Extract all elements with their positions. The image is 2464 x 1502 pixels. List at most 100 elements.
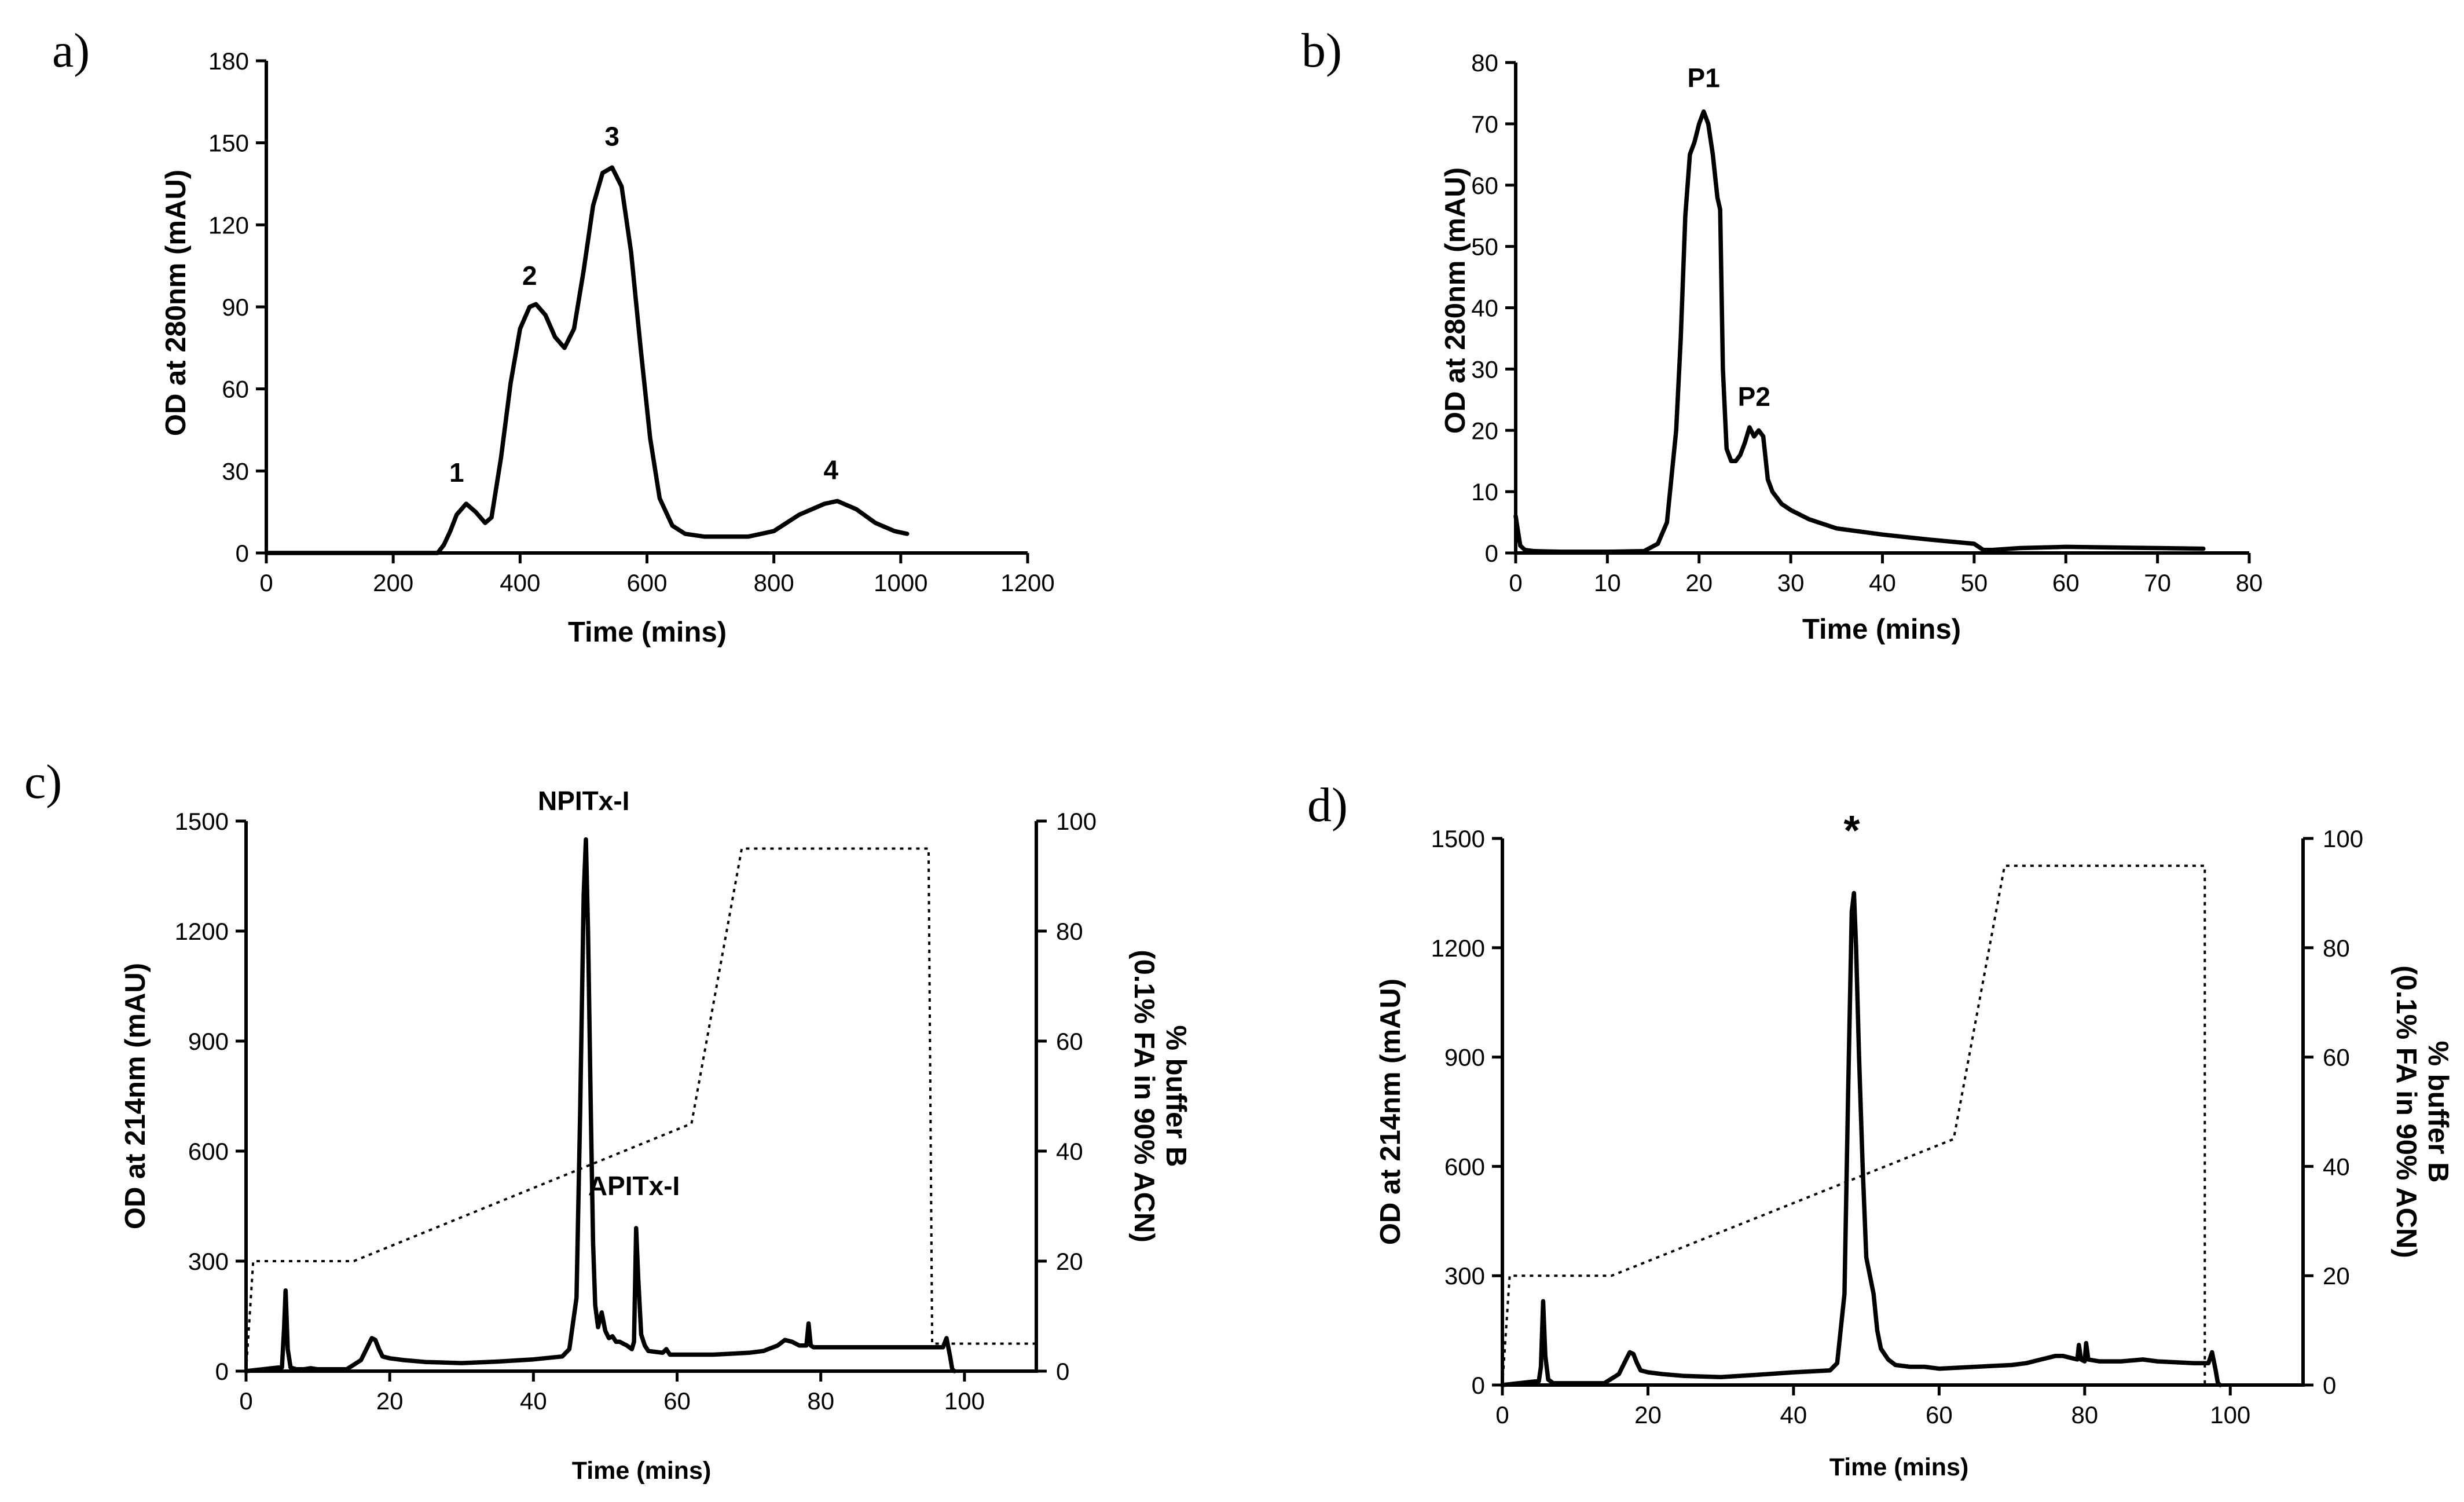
panel-a-y-tick-label: 150 (208, 130, 249, 157)
panel-d-xlabel: Time (mins) (1829, 1453, 1969, 1481)
panel-d-x-tick-label: 40 (1780, 1401, 1807, 1428)
panel-d-y2label-line2: (0.1% FA in 90% ACN) (2390, 965, 2422, 1258)
panel-c-axes: 0 20 40 60 80 100 0 300 600 900 1200 1500 0 20 40 60 80 1… (175, 808, 1097, 1415)
panel-b-x-tick-label: 20 (1685, 569, 1713, 596)
panel-c-y-tick-label: 300 (188, 1248, 229, 1275)
panel-c-x-tick-label: 0 (239, 1387, 252, 1415)
panel-c-xlabel: Time (mins) (572, 1457, 712, 1485)
panel-c-x-tick-label: 80 (807, 1387, 834, 1415)
panel-d-y-tick-label: 1500 (1431, 825, 1485, 852)
panel-a-y-tick-label: 60 (222, 376, 249, 403)
panel-d-x-tick-label: 20 (1634, 1401, 1662, 1428)
panel-a-x-tick-label: 600 (626, 569, 667, 596)
panel-c-buffer-b-line (245, 847, 1036, 1372)
panel-b-x-tick-label: 50 (1961, 569, 1988, 596)
panel-c-x-tick-label: 100 (944, 1387, 985, 1415)
panel-a-y-tick-label: 30 (222, 457, 249, 485)
panel-a-axes: 0 200 400 600 800 1000 1200 0 30 60 90 120 150 180 (208, 47, 1055, 596)
panel-c-y-tick-label: 900 (188, 1028, 229, 1055)
panel-b-x-tick-label: 70 (2144, 569, 2171, 596)
panel-b-y-tick-label: 30 (1471, 356, 1498, 383)
panel-a-y-tick-label: 0 (236, 540, 249, 567)
panel-a-x-tick-label: 400 (500, 569, 540, 596)
panel-a-x-tick-label: 800 (754, 569, 794, 596)
panel-b-traces (1513, 109, 2206, 554)
panel-letter-c: c) (24, 755, 62, 809)
panel-d-y-tick-label: 600 (1444, 1153, 1485, 1180)
panel-a-annotations: 1 2 3 4 (449, 121, 839, 488)
panel-b-x-tick-label: 60 (2052, 569, 2080, 596)
panel-d-traces (1500, 891, 2223, 1387)
panel-a-x-tick-label: 200 (373, 569, 413, 596)
panel-b-annotations: P1 P2 (1688, 63, 1770, 412)
panel-c-y2label-line1: % buffer B (1160, 1025, 1191, 1167)
panel-c-peak-label: NPITx-I (538, 786, 629, 816)
panel-d-buffer-b-line (1501, 864, 2206, 1386)
panel-c-y-tick-label: 1500 (175, 808, 229, 835)
panel-c-y-tick-label: 600 (188, 1138, 229, 1165)
panel-d-x-tick-label: 100 (2210, 1401, 2250, 1428)
panel-c-y2-tick-label: 80 (1056, 918, 1083, 945)
panel-c-y2-tick-label: 0 (1056, 1358, 1069, 1385)
panel-d-x-tick-label: 60 (1926, 1401, 1953, 1428)
panel-d-y-tick-label: 0 (1472, 1372, 1485, 1399)
panel-b-x-tick-label: 80 (2236, 569, 2263, 596)
panel-b-y-tick-label: 70 (1471, 111, 1498, 138)
panel-c-od-trace (244, 837, 957, 1373)
panel-d-gradient (1501, 864, 2206, 1386)
panel-a-peak-label: 4 (823, 455, 838, 485)
panel-a-xlabel: Time (mins) (568, 617, 727, 648)
panel-b-x-tick-label: 10 (1594, 569, 1621, 596)
panel-b-ylabel: OD at 280nm (mAU) (1440, 167, 1471, 434)
panel-c-x-tick-label: 40 (520, 1387, 547, 1415)
panel-a: a) 0 200 400 600 800 1000 1200 0 30 60 90 120 150 180… (52, 24, 1055, 648)
panel-b: b) 0 10 20 30 40 50 60 70 80 0 10 20 30 40 50 60 70 80 P1… (1301, 24, 2263, 645)
panel-letter-a: a) (52, 24, 90, 78)
panel-letter-d: d) (1307, 778, 1348, 832)
panel-c-gradient (245, 847, 1036, 1372)
panel-d-od-trace (1500, 891, 2223, 1387)
panel-d-x-tick-label: 80 (2071, 1401, 2098, 1428)
panel-b-y-tick-label: 0 (1485, 540, 1498, 567)
panel-c-y-tick-label: 0 (215, 1358, 229, 1385)
panel-b-x-tick-label: 0 (1509, 569, 1522, 596)
panel-a-y-tick-label: 120 (208, 211, 249, 239)
panel-c-ylabel: OD at 214nm (mAU) (120, 963, 151, 1229)
panel-b-xlabel: Time (mins) (1802, 614, 1961, 645)
panel-c-y-tick-label: 1200 (175, 918, 229, 945)
panel-d-ylabel: OD at 214nm (mAU) (1375, 979, 1406, 1245)
panel-b-peak-label: P2 (1738, 382, 1770, 412)
panel-d-y-tick-label: 300 (1444, 1262, 1485, 1289)
panel-b-x-tick-label: 40 (1869, 569, 1896, 596)
panel-b-peak-label: P1 (1688, 63, 1720, 93)
panel-a-traces (264, 165, 910, 555)
panel-b-y-tick-label: 10 (1471, 478, 1498, 505)
panel-b-y-tick-label: 60 (1471, 172, 1498, 199)
panel-d-y2-tick-label: 60 (2323, 1044, 2350, 1071)
panel-a-peak-label: 1 (449, 457, 464, 488)
panel-b-y-tick-label: 40 (1471, 295, 1498, 322)
panel-c-peak-label: APITx-I (588, 1171, 680, 1201)
panel-d-peak-label: * (1843, 808, 1860, 854)
panel-d-y-tick-label: 900 (1444, 1044, 1485, 1071)
panel-b-axes: 0 10 20 30 40 50 60 70 80 0 10 20 30 40 50 60 70 80 (1471, 49, 2263, 596)
panel-d-y2label-line1: % buffer B (2422, 1041, 2454, 1183)
panel-d-y2-tick-label: 100 (2323, 825, 2363, 852)
panel-d-y2-tick-label: 20 (2323, 1262, 2350, 1289)
panel-b-y-tick-label: 20 (1471, 417, 1498, 444)
panel-a-y-tick-label: 180 (208, 47, 249, 75)
panel-c-x-tick-label: 20 (376, 1387, 404, 1415)
panel-d-x-tick-label: 0 (1495, 1401, 1509, 1428)
panel-c-y2-tick-label: 60 (1056, 1028, 1083, 1055)
panel-c: c) 0 20 40 60 80 100 0 300 600 900 1200 1500 0 20 40 60… (24, 755, 1191, 1485)
panel-a-x-tick-label: 1000 (874, 569, 927, 596)
panel-d-annotations: * (1843, 808, 1860, 854)
panel-a-y-tick-label: 90 (222, 294, 249, 321)
panel-c-y2-tick-label: 40 (1056, 1138, 1083, 1165)
panel-b-x-tick-label: 30 (1777, 569, 1805, 596)
panel-a-x-tick-label: 1200 (1000, 569, 1054, 596)
panel-c-annotations: NPITx-I APITx-I (538, 786, 680, 1201)
panel-d-y2-tick-label: 80 (2323, 935, 2350, 962)
panel-d-axes: 0 20 40 60 80 100 0 300 600 900 1200 1500 0 20 40 60 80 1… (1431, 825, 2364, 1428)
panel-c-y2label-line2: (0.1% FA in 90% ACN) (1128, 950, 1160, 1243)
